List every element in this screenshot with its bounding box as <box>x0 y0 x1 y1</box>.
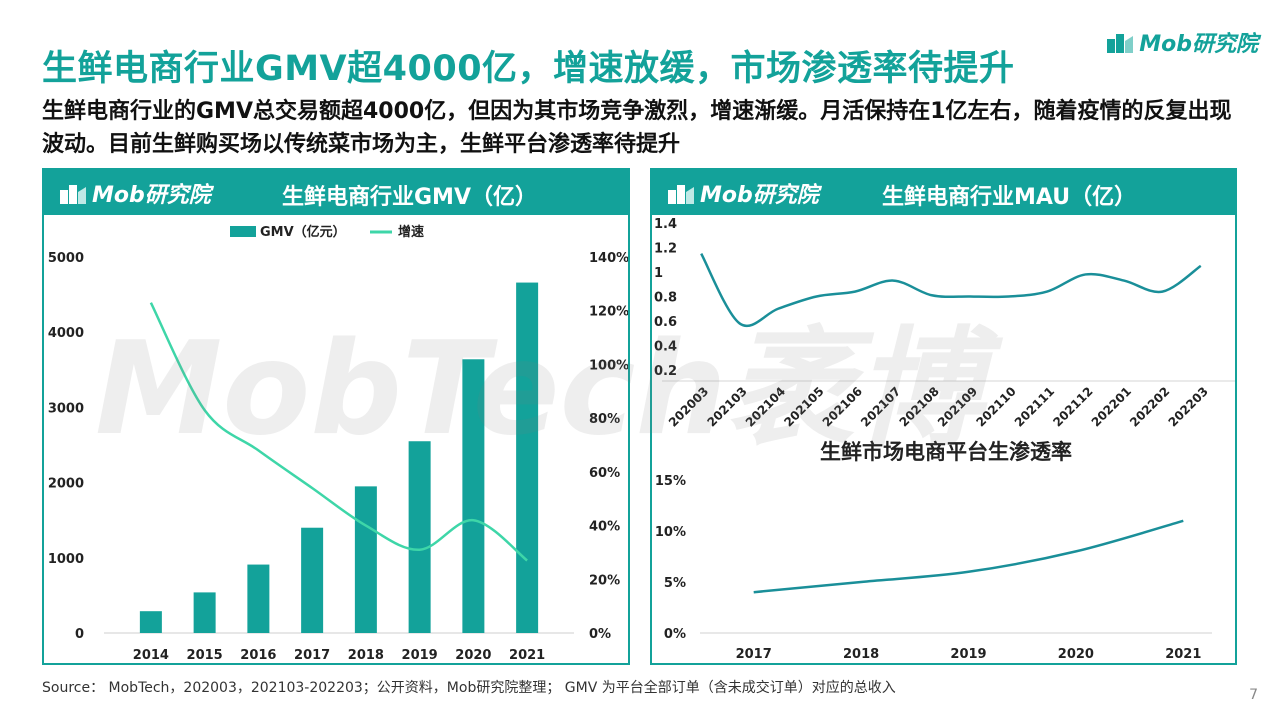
y2-tick-label: 20% <box>589 573 620 588</box>
y2-tick-label: 80% <box>589 412 620 427</box>
page-title: 生鲜电商行业GMV超4000亿，增速放缓，市场渗透率待提升 <box>42 49 1015 89</box>
gmv-bar <box>516 282 539 633</box>
panel-header: Mob研究院 生鲜电商行业GMV（亿） <box>44 170 628 215</box>
y2-tick-label: 0% <box>589 627 611 642</box>
legend-label-growth: 增速 <box>398 224 424 240</box>
mau-chart-title: 生鲜电商行业MAU（亿） <box>882 185 1137 210</box>
mau-x-tick-label: 202201 <box>1089 384 1134 429</box>
gmv-panel: Mob研究院 生鲜电商行业GMV（亿） GMV（亿元） 增速 0 1000 2000 30… <box>42 168 630 665</box>
penetration-x-tick-label: 2019 <box>950 647 986 662</box>
y2-tick-label: 60% <box>589 466 620 481</box>
gmv-bar <box>301 527 324 633</box>
mau-x-tick-label: 202103 <box>704 384 749 429</box>
mau-x-tick-label: 202003 <box>666 384 711 429</box>
brand-logo: Mob研究院 <box>1105 26 1258 58</box>
x-tick-label: 2020 <box>455 648 491 663</box>
gmv-chart: GMV（亿元） 增速 0 1000 2000 3000 4000 5000 0% 20% 40% 60… <box>48 224 629 663</box>
x-tick-label: 2018 <box>348 648 384 663</box>
mau-x-tick-label: 202111 <box>1012 384 1057 429</box>
mau-x-tick-label: 202105 <box>781 384 826 429</box>
y2-tick-label: 100% <box>589 358 629 373</box>
mau-x-tick-label: 202107 <box>858 384 903 429</box>
panel-brand: Mob研究院 <box>58 177 211 209</box>
gmv-bar <box>193 592 216 633</box>
y-tick-label: 4000 <box>48 326 84 341</box>
legend-label-gmv: GMV（亿元） <box>260 224 346 240</box>
mau-y-tick-label: 0.6 <box>654 315 677 330</box>
x-tick-label: 2021 <box>509 648 545 663</box>
y2-tick-label: 140% <box>589 251 629 266</box>
penetration-x-tick-label: 2018 <box>843 647 879 662</box>
mau-x-tick-label: 202112 <box>1050 384 1095 429</box>
building-icon <box>60 185 86 204</box>
mau-x-tick-label: 202203 <box>1166 384 1211 429</box>
mau-y-tick-label: 0.4 <box>654 340 677 355</box>
penetration-x-tick-label: 2021 <box>1165 647 1201 662</box>
mau-line <box>700 253 1202 327</box>
gmv-bar <box>139 611 162 633</box>
mau-y-tick-label: 1.4 <box>654 217 677 232</box>
gmv-chart-title: 生鲜电商行业GMV（亿） <box>282 185 537 210</box>
building-icon <box>1107 34 1134 53</box>
mau-x-tick-label: 202202 <box>1127 384 1172 429</box>
x-tick-label: 2017 <box>294 648 330 663</box>
mau-panel: Mob研究院 生鲜电商行业MAU（亿） 0.2 0.4 0.6 0.8 1 1.2 1.4 2… <box>650 168 1237 665</box>
mau-x-tick-label: 202104 <box>743 384 788 429</box>
mau-x-tick-label: 202108 <box>897 384 942 429</box>
mau-x-tick-label: 202110 <box>973 384 1018 429</box>
x-tick-label: 2019 <box>402 648 438 663</box>
y-tick-label: 2000 <box>48 477 84 492</box>
y-tick-label: 3000 <box>48 401 84 416</box>
building-icon <box>668 185 694 204</box>
source-note: Source： MobTech，202003，202103-202203；公开资… <box>42 680 896 696</box>
x-tick-label: 2015 <box>187 648 223 663</box>
y2-tick-label: 40% <box>589 520 620 535</box>
x-tick-label: 2016 <box>240 648 276 663</box>
penetration-y-tick-label: 10% <box>655 525 686 540</box>
mau-y-tick-label: 0.8 <box>654 291 677 306</box>
penetration-chart-title: 生鲜市场电商平台生渗透率 <box>820 440 1072 464</box>
growth-rate-line <box>149 302 528 562</box>
mau-penetration-charts: 0.20.40.60.811.21.4202003202103202104202… <box>654 217 1235 662</box>
mau-y-tick-label: 0.2 <box>654 364 677 379</box>
y-tick-label: 5000 <box>48 251 84 266</box>
y-tick-label: 0 <box>75 627 84 642</box>
penetration-x-tick-label: 2020 <box>1058 647 1094 662</box>
brand-name: Mob研究院 <box>1139 32 1258 57</box>
x-tick-label: 2014 <box>133 648 169 663</box>
panel-brand: Mob研究院 <box>666 177 819 209</box>
y2-tick-label: 120% <box>589 305 629 320</box>
penetration-y-tick-label: 15% <box>655 474 686 489</box>
penetration-y-tick-label: 5% <box>664 576 686 591</box>
penetration-y-tick-label: 0% <box>664 627 686 642</box>
mau-x-tick-label: 202106 <box>820 384 865 429</box>
panel-header: Mob研究院 生鲜电商行业MAU（亿） <box>652 170 1235 215</box>
gmv-bar <box>408 441 431 633</box>
mau-y-tick-label: 1 <box>654 266 663 281</box>
page-subtitle: 生鲜电商行业的GMV总交易额超4000亿，但因为其市场竞争激烈，增速渐缓。月活保… <box>42 99 1232 157</box>
penetration-line <box>753 519 1184 594</box>
panel-brand-name: Mob研究院 <box>700 183 819 208</box>
panel-brand-name: Mob研究院 <box>92 183 211 208</box>
page-number: 7 <box>1249 687 1258 703</box>
y-tick-label: 1000 <box>48 552 84 567</box>
legend-swatch-gmv <box>230 226 256 237</box>
mau-y-tick-label: 1.2 <box>654 242 677 257</box>
gmv-bar <box>462 359 485 633</box>
penetration-x-tick-label: 2017 <box>736 647 772 662</box>
gmv-bar <box>354 486 377 633</box>
mau-x-tick-label: 202109 <box>935 384 980 429</box>
gmv-bar <box>247 564 270 633</box>
